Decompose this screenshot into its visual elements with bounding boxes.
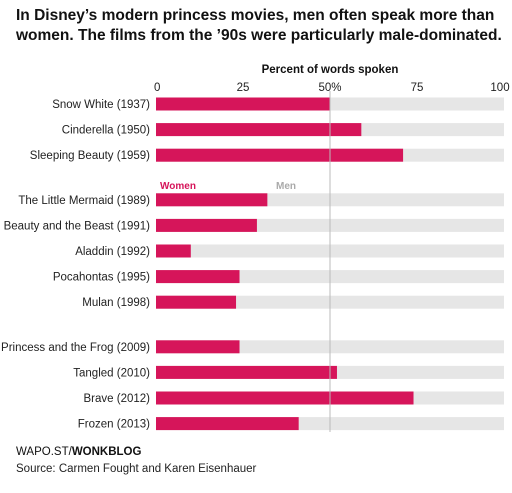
chart-title: In Disney’s modern princess movies, men … <box>16 7 502 44</box>
bar-women <box>156 391 414 405</box>
category-label: Snow White (1937) <box>52 99 150 111</box>
legend-men: Men <box>276 181 296 192</box>
category-label: The Little Mermaid (1989) <box>18 195 150 207</box>
category-label: Princess and the Frog (2009) <box>1 342 150 354</box>
x-axis-title: Percent of words spoken <box>262 64 399 76</box>
bar-women <box>156 417 299 431</box>
bar-women <box>156 365 337 379</box>
category-label: Beauty and the Beast (1991) <box>4 220 151 232</box>
x-tick-label: 100 <box>490 82 509 94</box>
category-label: Brave (2012) <box>84 393 151 405</box>
category-label: Sleeping Beauty (1959) <box>30 150 150 162</box>
category-label: Tangled (2010) <box>73 367 150 379</box>
x-tick-label: 75 <box>411 82 424 94</box>
category-label: Cinderella (1950) <box>62 125 150 137</box>
bar-women <box>156 193 268 207</box>
x-tick-label: 25 <box>237 82 250 94</box>
category-label: Pocahontas (1995) <box>53 272 150 284</box>
bar-women <box>156 123 362 137</box>
bar-women <box>156 295 237 309</box>
legend-women: Women <box>160 181 196 192</box>
credit-brand: WONKBLOG <box>71 446 142 458</box>
x-tick-label: 0 <box>154 82 160 94</box>
source-note: Source: Carmen Fought and Karen Eisenhau… <box>16 463 257 475</box>
bar-women <box>156 148 404 162</box>
category-label: Aladdin (1992) <box>75 246 150 258</box>
bar-women <box>156 97 330 111</box>
bar-women <box>156 270 240 284</box>
credit-prefix: WAPO.ST/ <box>16 446 72 458</box>
bar-women <box>156 340 240 354</box>
x-tick-label: 50% <box>318 82 341 94</box>
credit-line: WAPO.ST/WONKBLOG <box>16 446 141 458</box>
category-label: Frozen (2013) <box>78 419 150 431</box>
category-label: Mulan (1998) <box>82 297 150 309</box>
bar-women <box>156 218 257 232</box>
bar-women <box>156 244 191 258</box>
